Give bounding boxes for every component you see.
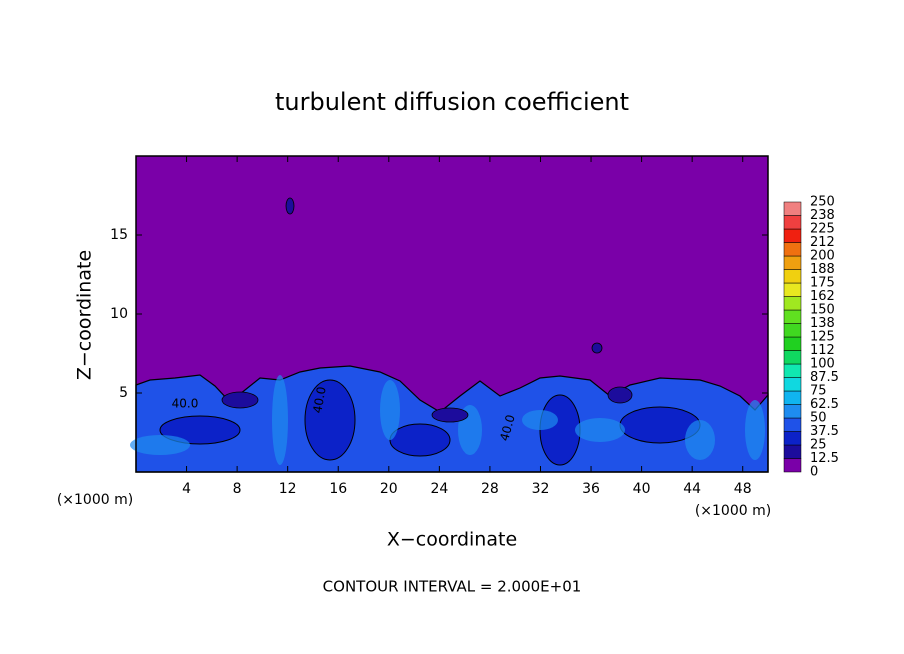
- field: 40.0 40.0 40.0: [130, 156, 769, 473]
- colorbar-swatch: [783, 390, 802, 405]
- colorbar-swatch: [783, 323, 802, 338]
- colorbar-label: 12.5: [810, 451, 839, 466]
- contour-label: 40.0: [497, 413, 517, 442]
- colorbar-label: 25: [810, 438, 827, 453]
- colorbar-label: 138: [810, 316, 835, 331]
- colorbar-label: 200: [810, 249, 835, 264]
- colorbar-swatch: [783, 201, 802, 216]
- contour-label: 40.0: [172, 397, 199, 411]
- colorbar-label: 112: [810, 343, 835, 358]
- streak: [522, 410, 558, 430]
- y-axis-label: Z−coordinate: [74, 250, 96, 380]
- x-tick-label: 24: [430, 481, 448, 497]
- colorbar-swatch: [783, 269, 802, 284]
- region: [304, 379, 356, 461]
- footer: CONTOUR INTERVAL = 2.000E+01: [323, 578, 582, 596]
- x-tick-label: 8: [233, 481, 242, 497]
- y-tick-label: 10: [110, 306, 128, 322]
- colorbar-swatch: [783, 363, 802, 378]
- colorbar-swatch: [783, 309, 802, 324]
- intrusion: [285, 197, 295, 215]
- colorbar-swatch: [783, 336, 802, 351]
- colorbar-label: 225: [810, 222, 835, 237]
- colorbar-swatch: [783, 282, 802, 297]
- colorbar-swatch: [783, 350, 802, 365]
- colorbar-label: 212: [810, 235, 835, 250]
- x-tick-label: 12: [279, 481, 297, 497]
- streak: [745, 400, 765, 460]
- y-tick-label: 5: [119, 385, 128, 401]
- contour-label: 40.0: [310, 386, 328, 415]
- colorbar-label: 238: [810, 208, 835, 223]
- colorbar-label: 75: [810, 384, 827, 399]
- x-tick-label: 4: [182, 481, 191, 497]
- colorbar-label: 125: [810, 330, 835, 345]
- region: [539, 394, 581, 466]
- intrusion: [607, 386, 633, 404]
- colorbar-swatch: [783, 458, 802, 473]
- colorbar-swatch: [783, 242, 802, 257]
- colorbar-swatch: [783, 296, 802, 311]
- colorbar-label: 175: [810, 276, 835, 291]
- colorbar-swatch: [783, 444, 802, 459]
- colorbar-swatch: [783, 377, 802, 392]
- region: [159, 415, 241, 445]
- x-tick-label: 48: [734, 481, 752, 497]
- colorbar-label: 62.5: [810, 397, 839, 412]
- streak: [575, 418, 625, 442]
- y-tick-label: 15: [110, 227, 128, 243]
- intrusion: [591, 342, 603, 354]
- x-tick-label: 20: [380, 481, 398, 497]
- x-axis-label: X−coordinate: [387, 529, 517, 551]
- colorbar-swatch: [783, 215, 802, 230]
- colorbar-label: 150: [810, 303, 835, 318]
- x-tick-label: 28: [481, 481, 499, 497]
- x-unit: (×1000 m): [57, 492, 133, 508]
- x-tick-label: 16: [329, 481, 347, 497]
- colorbar-swatch: [783, 404, 802, 419]
- x-tick-label: 40: [633, 481, 651, 497]
- streak: [380, 380, 400, 440]
- colorbar-swatch: [783, 431, 802, 446]
- chart-title: turbulent diffusion coefficient: [275, 88, 629, 116]
- x-unit: (×1000 m): [695, 503, 771, 519]
- colorbar-swatch: [783, 228, 802, 243]
- colorbar-label: 250: [810, 195, 835, 210]
- colorbar-swatch: [783, 255, 802, 270]
- colorbar-label: 162: [810, 289, 835, 304]
- x-tick-label: 44: [683, 481, 701, 497]
- streak: [130, 435, 190, 455]
- intrusion: [431, 407, 469, 423]
- colorbar-label: 100: [810, 357, 835, 372]
- x-tick-label: 32: [532, 481, 550, 497]
- colorbar-label: 87.5: [810, 370, 839, 385]
- streak: [272, 375, 288, 465]
- colorbar-label: 37.5: [810, 424, 839, 439]
- intrusion: [221, 391, 259, 409]
- colorbar-label: 0: [810, 465, 818, 480]
- x-tick-label: 36: [582, 481, 600, 497]
- colorbar-label: 188: [810, 262, 835, 277]
- streak: [685, 420, 715, 460]
- colorbar-swatch: [783, 417, 802, 432]
- colorbar-label: 50: [810, 411, 827, 426]
- region: [389, 423, 451, 457]
